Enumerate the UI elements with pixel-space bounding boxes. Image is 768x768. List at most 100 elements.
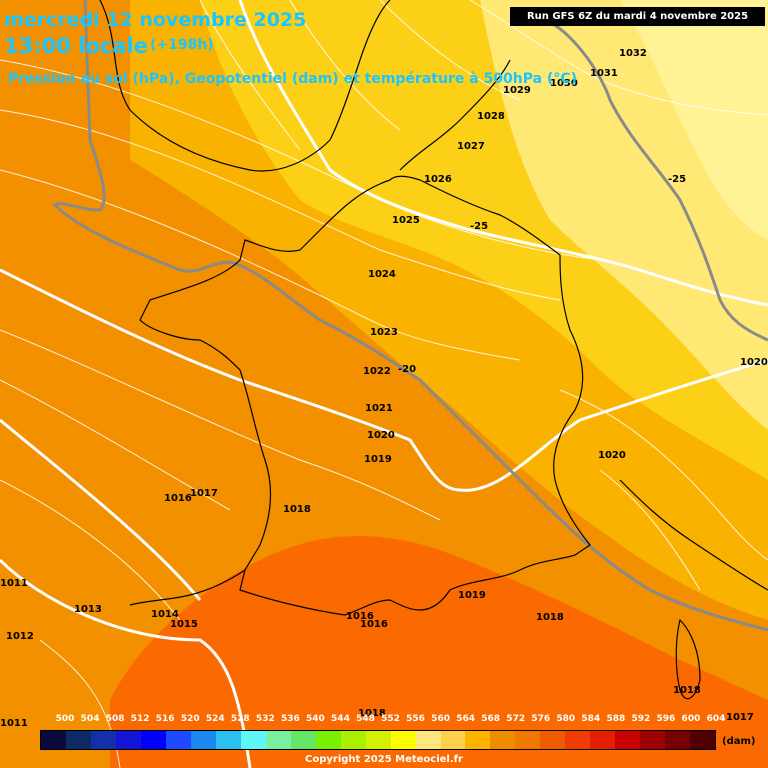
color-scale-label: 500 [55, 714, 75, 724]
color-scale-cell [190, 731, 216, 749]
color-scale-label: 552 [381, 714, 400, 724]
color-scale-cell [365, 731, 391, 749]
isobar-label: 1029 [503, 85, 531, 96]
boundary-line-south [0, 418, 202, 601]
france-coastline [139, 175, 591, 616]
isobar-label: 1020 [598, 450, 626, 461]
color-scale-label: 588 [606, 714, 626, 724]
isobar-label: 1025 [392, 215, 420, 226]
color-scale-cell [165, 731, 191, 749]
color-scale-label: 504 [80, 714, 100, 724]
color-scale-label: 544 [331, 714, 350, 724]
isobar-label: 1019 [364, 454, 392, 465]
isobar-label: 1017 [190, 488, 218, 499]
color-scale-cell [515, 731, 541, 749]
isobar-label: 1030 [550, 78, 578, 89]
isobar-label: 1018 [673, 685, 701, 696]
uk-coast [99, 0, 391, 172]
color-scale-cell [390, 731, 416, 749]
color-scale-cell [615, 731, 641, 749]
color-scale-cell [590, 731, 616, 749]
isobar-label: 1022 [363, 366, 391, 377]
map-parameters: Pression au sol (hPa), Geopotentiel (dam… [8, 71, 577, 87]
forecast-lead-time: (+198h) [150, 37, 214, 53]
isobar-label: 1014 [151, 609, 179, 620]
isobar-labels: 1032 1031 1030 1029 1028 1027 1026 1025 … [0, 48, 768, 729]
isobar-label: 1020 [740, 357, 768, 368]
color-scale-label: 592 [631, 714, 651, 724]
color-scale-label: 576 [531, 714, 551, 724]
isobar-label: 1024 [368, 269, 396, 280]
isobar-label: 1018 [358, 708, 386, 719]
isobar-label: 1021 [365, 403, 393, 414]
color-scale-cell [115, 731, 141, 749]
color-scale-label: 584 [581, 714, 601, 724]
color-scale-cell [640, 731, 666, 749]
italy-coast [619, 479, 768, 591]
color-scale-cell [140, 731, 166, 749]
isobar-label: 1020 [367, 430, 395, 441]
corsica [675, 618, 701, 700]
color-scale-label: 512 [130, 714, 150, 724]
isobar-label: 1032 [619, 48, 647, 59]
copyright-notice: Copyright 2025 Meteociel.fr [305, 754, 463, 765]
isotherm-lines [52, 0, 768, 632]
color-scale-label: 568 [481, 714, 501, 724]
isobar-label: 1016 [346, 611, 374, 622]
color-scale-label: 564 [456, 714, 476, 724]
forecast-date: mercredi 12 novembre 2025 [4, 9, 307, 31]
zone-556 [110, 536, 768, 768]
isobar-label: 1018 [283, 504, 311, 515]
color-scale-cell [315, 731, 341, 749]
color-scale-label: 528 [230, 714, 250, 724]
color-scale-cell [565, 731, 591, 749]
color-scale-cell [465, 731, 491, 749]
color-scale-cell [65, 731, 91, 749]
color-scale-bar [40, 730, 716, 750]
isobar-label: 1016 [360, 619, 388, 630]
color-scale-cell [665, 731, 691, 749]
color-scale-cell [90, 731, 116, 749]
color-scale-label: 556 [406, 714, 425, 724]
isobar-label: 1026 [424, 174, 452, 185]
isobar-label: 1012 [6, 631, 34, 642]
color-scale-cell [415, 731, 441, 749]
color-scale-label: 524 [205, 714, 225, 724]
color-scale-label: 540 [306, 714, 325, 724]
color-scale-label: 572 [506, 714, 526, 724]
color-scale-label: 580 [556, 714, 576, 724]
color-scale-label: 520 [180, 714, 200, 724]
color-scale-label: 516 [155, 714, 175, 724]
color-scale-cell [215, 731, 241, 749]
isobar-label: 1011 [0, 578, 28, 589]
color-scale-label: 536 [280, 714, 300, 724]
color-scale-label: 548 [356, 714, 375, 724]
isobar-label: 1019 [458, 590, 486, 601]
color-scale-cell [440, 731, 466, 749]
boundary-line-center [0, 268, 768, 492]
benelux-coast [399, 59, 511, 171]
zone-576 [620, 0, 768, 240]
spain-coast [129, 569, 246, 606]
color-scale-labels: 500 504 508 512 516 520 524 528 532 536 540 544 548 5… [40, 712, 726, 726]
color-scale-label: 560 [431, 714, 450, 724]
isotherm-labels: -25 -25 -20 [398, 174, 686, 375]
color-scale-label: 532 [255, 714, 275, 724]
color-scale-cell [340, 731, 366, 749]
color-scale-unit: (dam) [722, 736, 756, 747]
color-scale-label: 508 [105, 714, 125, 724]
isotherm-label: -25 [470, 221, 488, 232]
boundary-line-north [238, 0, 768, 307]
boundary-line-sw [0, 558, 252, 768]
isobar-label: 1015 [170, 619, 198, 630]
color-scale-cell [540, 731, 566, 749]
color-scale-cell [41, 731, 66, 749]
isobar-label: 1011 [0, 718, 28, 729]
color-scale-cell [690, 731, 716, 749]
isobar-label: 1027 [457, 141, 485, 152]
isobar-label: 1013 [74, 604, 102, 615]
color-scale-cell [490, 731, 516, 749]
